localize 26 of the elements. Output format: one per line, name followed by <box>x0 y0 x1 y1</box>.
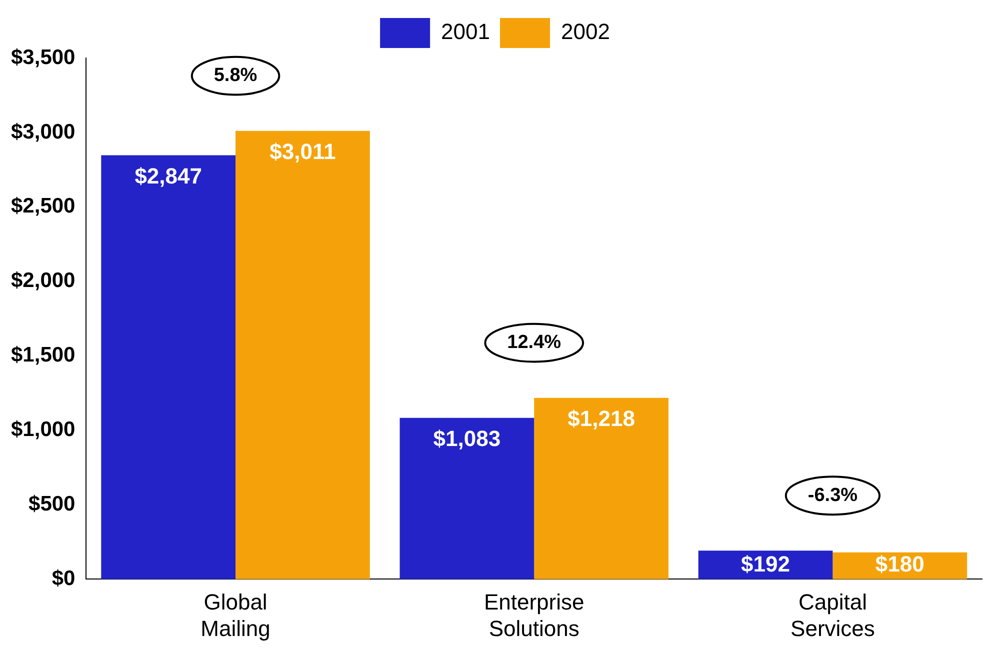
annotation: 12.4% <box>507 332 562 354</box>
x-tick-label: Global Mailing <box>200 589 270 641</box>
bar <box>400 418 534 580</box>
y-tick-label: $2,000 <box>10 269 76 292</box>
data-label: $180 <box>875 551 924 576</box>
data-label: $2,847 <box>134 163 202 188</box>
legend-label: 2001 <box>441 19 490 44</box>
data-label: $3,011 <box>270 138 336 164</box>
y-tick-label: $3,000 <box>10 120 76 144</box>
y-tick-label: $1,500 <box>10 344 76 367</box>
annotation: -6.3% <box>808 484 858 506</box>
data-label: $1,218 <box>568 406 635 431</box>
y-tick-label: $1,000 <box>10 418 76 442</box>
y-tick-label: $500 <box>28 492 76 516</box>
bar <box>236 130 370 580</box>
data-label: $1,083 <box>433 426 501 451</box>
y-tick-label: $0 <box>52 566 76 590</box>
bar <box>534 398 668 580</box>
y-tick-label: $3,500 <box>10 46 76 69</box>
y-tick-label: $2,500 <box>10 194 76 218</box>
x-tick-label: Capital Services <box>790 589 875 641</box>
data-label: $192 <box>741 551 790 576</box>
annotation: 5.8% <box>214 65 258 86</box>
bar <box>101 155 236 580</box>
x-tick-label: Enterprise Solutions <box>484 589 584 641</box>
legend-label: 2002 <box>561 19 610 44</box>
